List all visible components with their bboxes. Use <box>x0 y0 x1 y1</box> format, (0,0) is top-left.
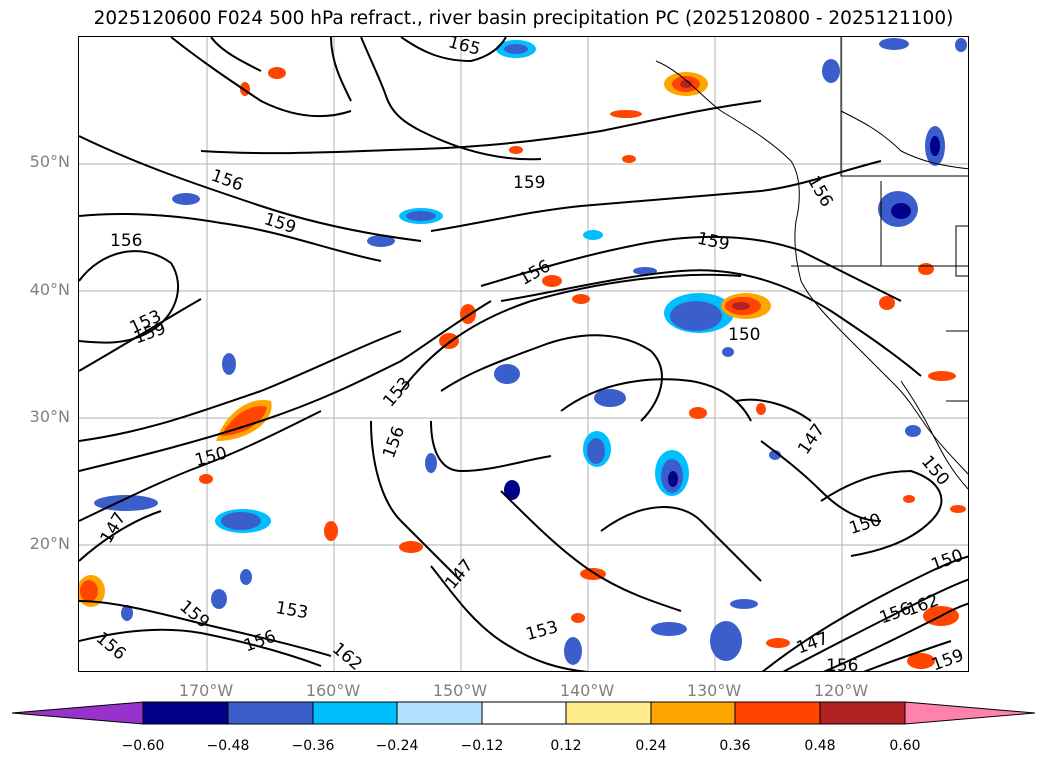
contour-label: 165 <box>446 37 483 60</box>
contour-label: 159 <box>929 646 966 672</box>
map-title: 2025120600 F024 500 hPa refract., river … <box>93 8 954 29</box>
colorbar-tick: −0.60 <box>121 738 165 754</box>
colorbar-segment <box>565 701 652 725</box>
contour-label: 150 <box>928 546 965 576</box>
colorbar-tick: −0.24 <box>375 738 419 754</box>
colorbar-segment <box>396 701 483 725</box>
contour-label: 156 <box>826 656 858 672</box>
contour-label: 156 <box>92 628 130 664</box>
lat-label-50n: 50°N <box>29 152 70 171</box>
lon-label-160w: 160°W <box>305 681 361 700</box>
contour-label: 150 <box>193 443 230 471</box>
colorbar-tick: −0.12 <box>460 738 504 754</box>
contour-label: 147 <box>794 629 831 659</box>
lon-label-130w: 130°W <box>686 681 742 700</box>
lat-label-20n: 20°N <box>29 534 70 553</box>
lon-label-150w: 150°W <box>432 681 488 700</box>
colorbar-tick: −0.36 <box>291 738 335 754</box>
contour-label: 159 <box>513 173 545 193</box>
colorbar-segment <box>481 701 567 725</box>
colorbar-tick: 0.60 <box>889 738 921 754</box>
colorbar-segment <box>734 701 821 725</box>
colorbar-segment <box>819 701 906 725</box>
colorbar-tick: 0.36 <box>719 738 751 754</box>
lon-label-120w: 120°W <box>813 681 869 700</box>
contour-labels: 156 159 156 153 159 159 156 159 150 153 … <box>92 37 967 672</box>
contour-label: 156 <box>110 231 142 251</box>
height-contours <box>79 37 968 671</box>
colorbar-segment <box>312 701 398 725</box>
contour-label: 159 <box>695 229 731 255</box>
colorbar-tick: −0.48 <box>206 738 250 754</box>
colorbar-segment <box>227 701 314 725</box>
contour-label: 159 <box>261 209 298 238</box>
lon-label-140w: 140°W <box>559 681 615 700</box>
graticule <box>79 37 968 671</box>
contour-label: 156 <box>379 424 409 461</box>
contour-label: 156 <box>241 627 278 657</box>
colorbar-tick: 0.24 <box>635 738 667 754</box>
colorbar-segment <box>650 701 736 725</box>
precip-positive-shading <box>79 67 966 669</box>
colorbar-extend-low <box>11 701 144 725</box>
colorbar-extend-high <box>904 701 1036 725</box>
colorbar-tick: 0.48 <box>804 738 836 754</box>
contour-label: 156 <box>877 599 914 629</box>
contour-label: 153 <box>274 598 309 623</box>
contour-label: 147 <box>794 420 829 458</box>
contour-label: 150 <box>728 325 760 345</box>
lat-label-30n: 30°N <box>29 407 70 426</box>
colorbar-segments <box>11 701 1036 725</box>
colorbar-segment <box>142 701 229 725</box>
contour-label: 153 <box>524 617 561 645</box>
contour-label: 156 <box>803 172 837 210</box>
precip-negative-shading <box>94 38 967 665</box>
lat-label-40n: 40°N <box>29 280 70 299</box>
map-panel: 156 159 156 153 159 159 156 159 150 153 … <box>78 36 969 672</box>
colorbar <box>11 701 1036 725</box>
coastlines <box>655 37 968 490</box>
lon-label-170w: 170°W <box>178 681 234 700</box>
contour-label: 150 <box>917 452 953 490</box>
colorbar-tick: 0.12 <box>550 738 582 754</box>
